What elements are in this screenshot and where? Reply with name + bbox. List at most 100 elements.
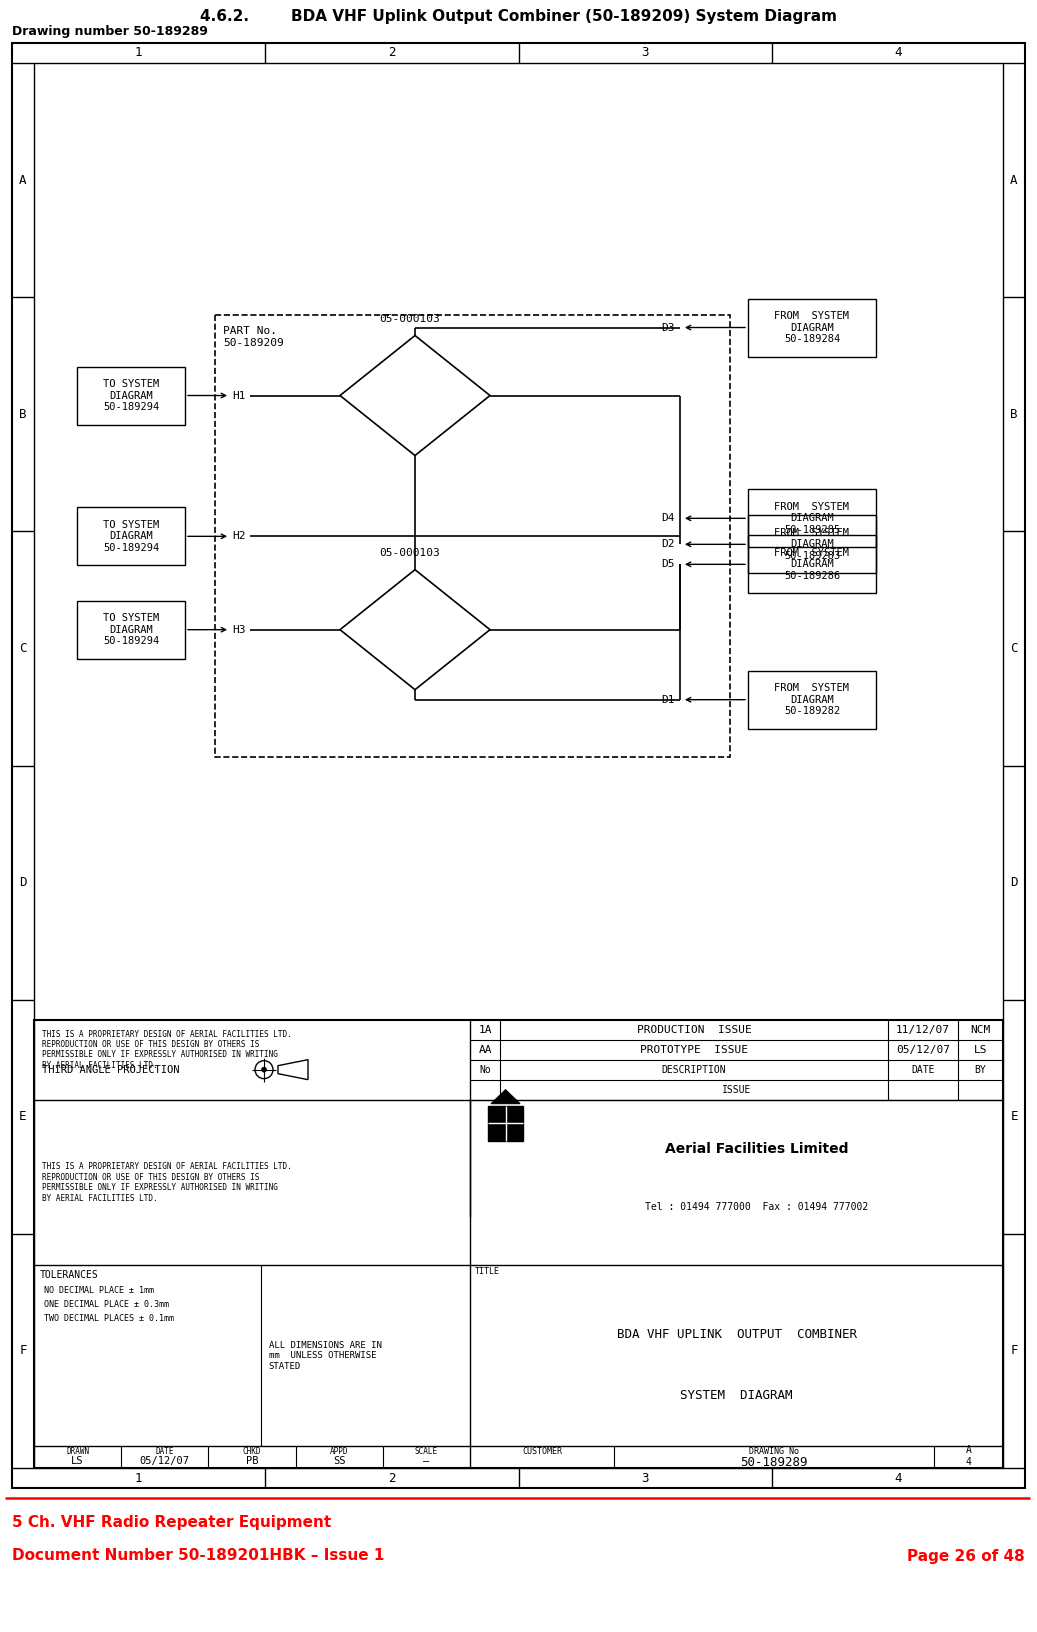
Text: 1A: 1A [478, 1025, 492, 1035]
Text: H1: H1 [232, 390, 246, 400]
Text: B: B [1010, 408, 1017, 421]
Text: –: – [423, 1456, 429, 1466]
Polygon shape [340, 336, 491, 455]
Text: C: C [20, 641, 27, 654]
Text: ISSUE: ISSUE [722, 1085, 751, 1095]
Bar [748, 490, 876, 547]
Text: APPD: APPD [330, 1446, 348, 1456]
Polygon shape [492, 1090, 520, 1103]
Text: 3: 3 [641, 46, 649, 59]
Text: PART No.
50-189209: PART No. 50-189209 [223, 326, 284, 348]
Text: C: C [1010, 641, 1017, 654]
Text: D: D [1010, 876, 1017, 889]
Text: B: B [20, 408, 27, 421]
Polygon shape [340, 570, 491, 690]
Text: H3: H3 [232, 625, 246, 635]
Text: THIS IS A PROPRIETARY DESIGN OF AERIAL FACILITIES LTD.
REPRODUCTION OR USE OF TH: THIS IS A PROPRIETARY DESIGN OF AERIAL F… [43, 1162, 291, 1203]
Text: TWO DECIMAL PLACES ± 0.1mm: TWO DECIMAL PLACES ± 0.1mm [44, 1314, 174, 1324]
Text: DATE: DATE [156, 1446, 174, 1456]
Text: PB: PB [246, 1456, 258, 1466]
Text: DESCRIPTION: DESCRIPTION [662, 1064, 726, 1074]
Text: 2: 2 [388, 46, 396, 59]
Text: 50-189289: 50-189289 [740, 1456, 808, 1469]
Text: Aerial Facilities Limited: Aerial Facilities Limited [665, 1142, 848, 1157]
Bar [748, 299, 876, 356]
Text: THIS IS A PROPRIETARY DESIGN OF AERIAL FACILITIES LTD.
REPRODUCTION OR USE OF TH: THIS IS A PROPRIETARY DESIGN OF AERIAL F… [43, 1030, 291, 1069]
Text: FROM  SYSTEM
DIAGRAM
50-189284: FROM SYSTEM DIAGRAM 50-189284 [775, 312, 849, 344]
Text: F: F [1010, 1345, 1017, 1358]
Text: TO SYSTEM
DIAGRAM
50-189294: TO SYSTEM DIAGRAM 50-189294 [103, 379, 159, 413]
Text: TOLERANCES: TOLERANCES [40, 1270, 99, 1281]
Bar [488, 1105, 523, 1141]
Text: DATE: DATE [912, 1064, 934, 1074]
Text: DRAWN: DRAWN [66, 1446, 89, 1456]
Bar [748, 516, 876, 573]
Text: DRAWING No: DRAWING No [749, 1446, 798, 1456]
Text: TO SYSTEM
DIAGRAM
50-189294: TO SYSTEM DIAGRAM 50-189294 [103, 519, 159, 553]
Text: SYSTEM  DIAGRAM: SYSTEM DIAGRAM [680, 1389, 792, 1402]
Text: D5: D5 [662, 560, 675, 570]
Text: Page 26 of 48: Page 26 of 48 [907, 1549, 1025, 1563]
Text: AA: AA [478, 1044, 492, 1054]
Bar [428, 625, 451, 635]
Text: 1: 1 [135, 1472, 142, 1485]
Bar [215, 315, 730, 757]
Text: 2: 2 [388, 1472, 396, 1485]
Circle shape [261, 1067, 267, 1072]
Text: D4: D4 [662, 514, 675, 524]
Text: 05/12/07: 05/12/07 [896, 1044, 950, 1054]
Text: 4: 4 [895, 1472, 902, 1485]
Text: A: A [1010, 173, 1017, 186]
Bar [748, 535, 876, 594]
Text: Drawing number 50-189289: Drawing number 50-189289 [12, 26, 207, 39]
Text: BY: BY [975, 1064, 986, 1074]
Text: CHKD: CHKD [243, 1446, 261, 1456]
Text: D2: D2 [662, 539, 675, 550]
Text: THIRD ANGLE PROJECTION: THIRD ANGLE PROJECTION [43, 1064, 179, 1074]
Text: E: E [20, 1110, 27, 1123]
Polygon shape [278, 1059, 308, 1080]
Text: No: No [479, 1064, 491, 1074]
Text: 05-000103: 05-000103 [380, 313, 441, 323]
Bar [77, 508, 185, 565]
Bar [34, 1020, 1003, 1469]
Text: LS: LS [974, 1044, 987, 1054]
Text: NO DECIMAL PLACE ± 1mm: NO DECIMAL PLACE ± 1mm [44, 1286, 155, 1294]
Text: NCM: NCM [971, 1025, 990, 1035]
Text: 1: 1 [135, 46, 142, 59]
Text: TO SYSTEM
DIAGRAM
50-189294: TO SYSTEM DIAGRAM 50-189294 [103, 614, 159, 646]
Text: CUSTOMER: CUSTOMER [522, 1446, 562, 1456]
Bar [12, 42, 1025, 1488]
Text: Tel : 01494 777000  Fax : 01494 777002: Tel : 01494 777000 Fax : 01494 777002 [645, 1203, 868, 1213]
Text: ONE DECIMAL PLACE ± 0.3mm: ONE DECIMAL PLACE ± 0.3mm [44, 1301, 169, 1309]
Text: D1: D1 [662, 695, 675, 705]
Text: Document Number 50-189201HBK – Issue 1: Document Number 50-189201HBK – Issue 1 [12, 1549, 385, 1563]
Text: 5 Ch. VHF Radio Repeater Equipment: 5 Ch. VHF Radio Repeater Equipment [12, 1516, 331, 1531]
Text: FROM  SYSTEM
DIAGRAM
50-189283: FROM SYSTEM DIAGRAM 50-189283 [775, 527, 849, 561]
Bar [748, 671, 876, 728]
Text: ALL DIMENSIONS ARE IN
mm  UNLESS OTHERWISE
STATED: ALL DIMENSIONS ARE IN mm UNLESS OTHERWIS… [269, 1342, 382, 1371]
Text: LS: LS [72, 1456, 84, 1466]
Text: 11/12/07: 11/12/07 [896, 1025, 950, 1035]
Text: D3: D3 [662, 323, 675, 333]
Text: E: E [1010, 1110, 1017, 1123]
Bar [77, 367, 185, 424]
Text: 4: 4 [895, 46, 902, 59]
Text: 05/12/07: 05/12/07 [140, 1456, 190, 1466]
Text: A
4: A 4 [965, 1446, 972, 1467]
Text: A: A [20, 173, 27, 186]
Bar [77, 601, 185, 659]
Text: 3: 3 [641, 1472, 649, 1485]
Text: PROTOTYPE  ISSUE: PROTOTYPE ISSUE [640, 1044, 748, 1054]
Bar [428, 390, 451, 401]
Text: 05-000103: 05-000103 [380, 548, 441, 558]
Text: H2: H2 [232, 532, 246, 542]
Text: D: D [20, 876, 27, 889]
Text: F: F [20, 1345, 27, 1358]
Text: FROM  SYSTEM
DIAGRAM
50-189286: FROM SYSTEM DIAGRAM 50-189286 [775, 548, 849, 581]
Text: SCALE: SCALE [415, 1446, 438, 1456]
Text: TITLE: TITLE [475, 1266, 500, 1276]
Text: SS: SS [333, 1456, 345, 1466]
Text: 4.6.2.        BDA VHF Uplink Output Combiner (50-189209) System Diagram: 4.6.2. BDA VHF Uplink Output Combiner (5… [199, 8, 837, 23]
Text: PRODUCTION  ISSUE: PRODUCTION ISSUE [637, 1025, 752, 1035]
